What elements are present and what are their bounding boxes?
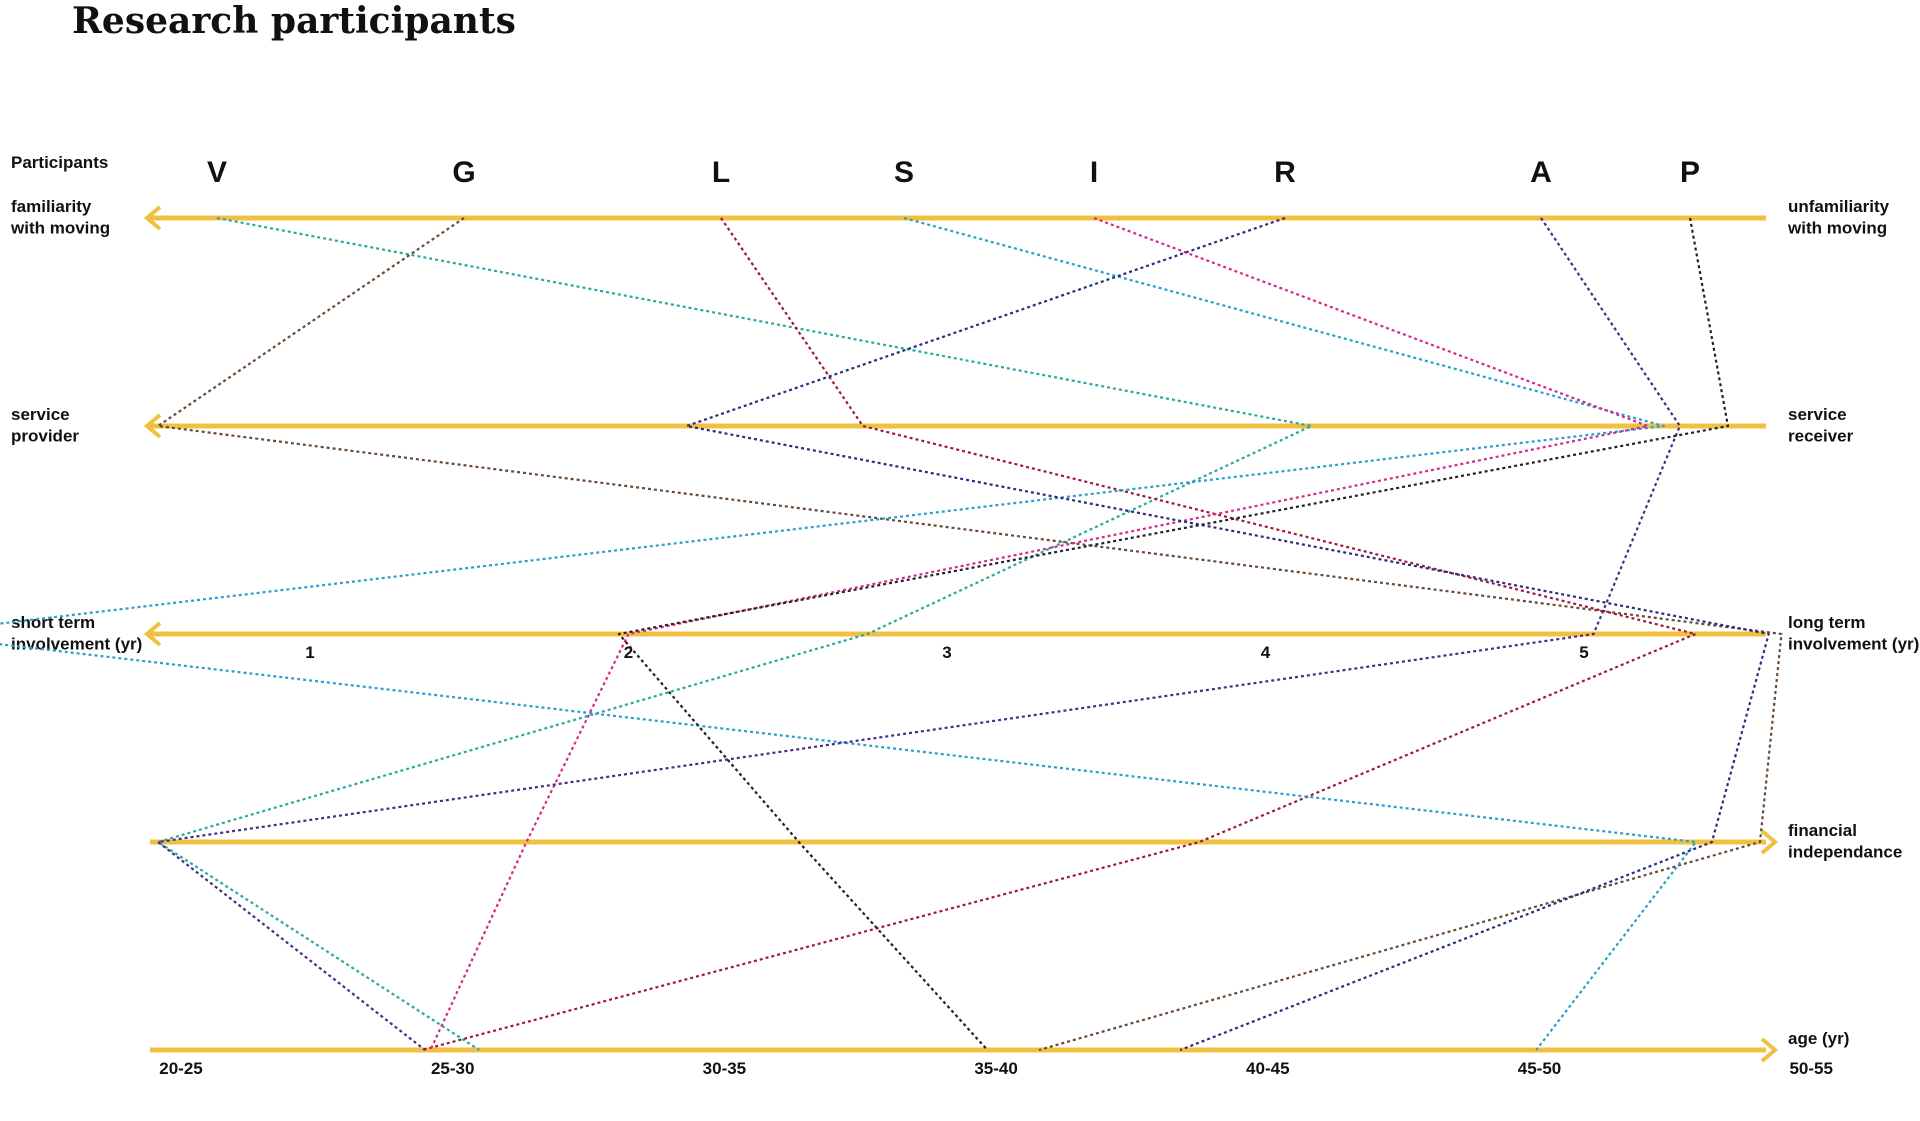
series-line-s [0, 216, 1698, 1051]
series-line-g [156, 217, 1783, 1052]
axis-right-label-1: unfamiliarity with moving [1787, 197, 1890, 237]
axis-right-label-5: age (yr) [1788, 1029, 1849, 1048]
tick-label-involvement-4: 4 [1261, 643, 1271, 662]
series-line-r [685, 216, 1770, 1052]
axis-right-label-3: long term involvement (yr) [1788, 613, 1919, 653]
tick-label-involvement-5: 5 [1579, 643, 1588, 662]
axis-right-label-2: service receiver [1788, 405, 1854, 445]
page-title: Research participants [72, 0, 516, 42]
participant-label-l: L [712, 156, 730, 189]
tick-label-involvement-1: 1 [305, 643, 314, 662]
axis-arrow-3 [143, 621, 162, 647]
tick-label-age-50-55: 50-55 [1789, 1059, 1832, 1078]
axis-left-label-2: service provider [11, 405, 79, 445]
axis-right-label-4: financial independance [1788, 821, 1902, 861]
participant-label-i: I [1090, 156, 1098, 189]
tick-label-age-40-45: 40-45 [1246, 1059, 1289, 1078]
tick-label-age-25-30: 25-30 [431, 1059, 474, 1078]
participant-label-v: V [207, 156, 227, 189]
axis-arrow-2 [143, 413, 162, 439]
participant-label-a: A [1530, 156, 1552, 189]
axis-arrow-4 [1760, 829, 1779, 855]
participant-label-g: G [452, 156, 475, 189]
axis-arrow-5 [1760, 1037, 1779, 1063]
series-line-a [156, 217, 1682, 1051]
tick-label-age-20-25: 20-25 [159, 1059, 202, 1078]
axis-left-label-1: familiarity with moving [10, 197, 110, 237]
tick-label-involvement-3: 3 [942, 643, 951, 662]
tick-label-age-45-50: 45-50 [1518, 1059, 1561, 1078]
participants-label: Participants [11, 153, 108, 172]
participant-label-r: R [1274, 156, 1296, 189]
tick-label-involvement-2: 2 [624, 643, 633, 662]
axis-arrow-1 [143, 205, 162, 231]
tick-label-age-30-35: 30-35 [703, 1059, 746, 1078]
series-line-p [617, 217, 1730, 1051]
tick-label-age-35-40: 35-40 [974, 1059, 1017, 1078]
series-line-v [156, 216, 1313, 1051]
participant-label-p: P [1680, 156, 1700, 189]
participant-label-s: S [894, 156, 914, 189]
series-line-l [421, 217, 1697, 1052]
series-line-i [429, 216, 1649, 1051]
